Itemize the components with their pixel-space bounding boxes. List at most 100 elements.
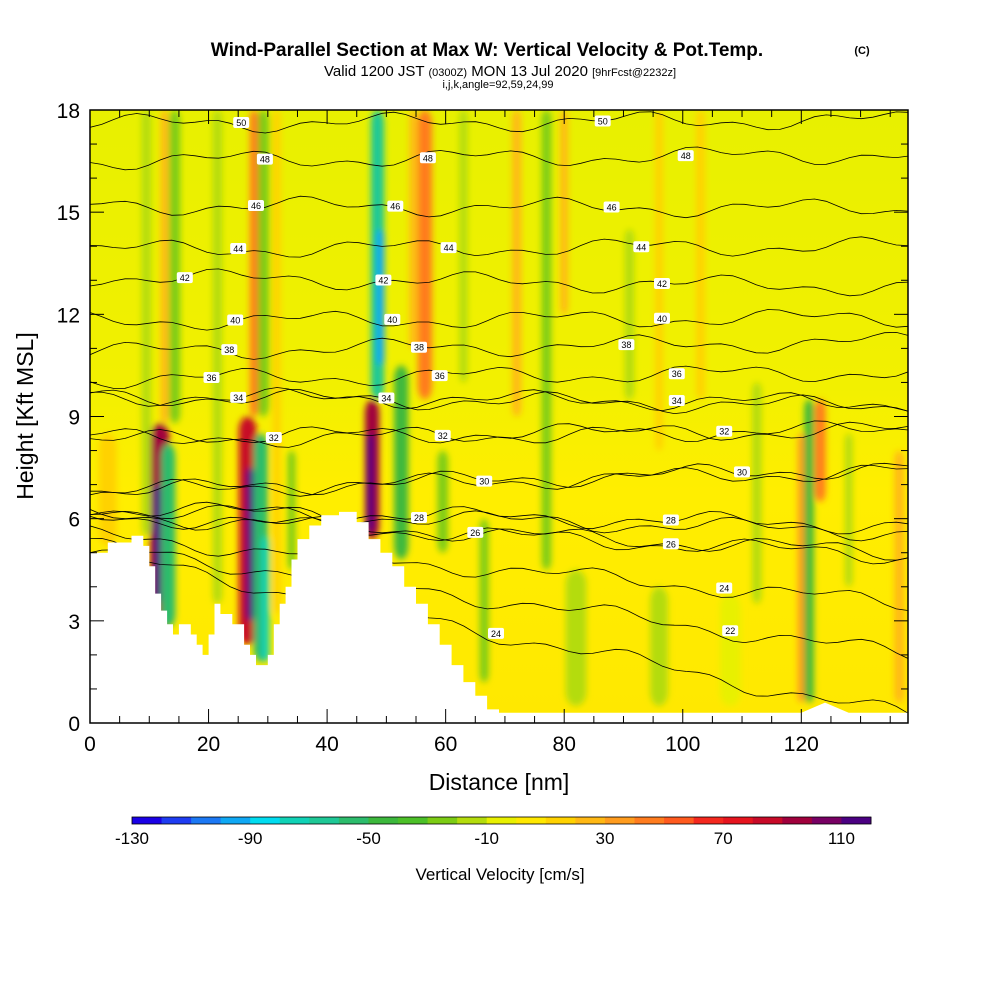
- contour-label-40: 40: [227, 314, 244, 326]
- contour-label-40: 40: [654, 312, 670, 324]
- contour-label-text: 28: [414, 513, 424, 523]
- copyright-mark: (C): [854, 45, 870, 57]
- velocity-cell-24: [479, 518, 489, 683]
- contour-label-text: 38: [621, 340, 631, 350]
- y-tick-label: 18: [57, 100, 80, 123]
- contour-label-30: 30: [734, 466, 750, 478]
- x-tick-label: 60: [434, 733, 457, 756]
- contour-label-text: 26: [666, 539, 676, 549]
- colorbar-swatch: [575, 817, 606, 824]
- terrain: [90, 511, 908, 723]
- x-axis: 0 20 40 60 80 100 120: [84, 110, 891, 756]
- contour-label-46: 46: [603, 201, 620, 213]
- theta-contour-40: [90, 309, 908, 331]
- velocity-cell-21: [409, 110, 417, 349]
- contour-label-text: 48: [423, 153, 433, 163]
- theta-contour-22: [90, 537, 908, 659]
- contour-label-text: 22: [725, 626, 735, 636]
- plot-area: 24 22 24 26 26 28 28 30 30 32 32 32 34 34 34 36 36 36 38 38…: [90, 110, 908, 723]
- contour-label-30: 30: [476, 475, 493, 487]
- valid-time-prefix: Valid 1200 JST: [324, 63, 424, 80]
- theta-contour-34: [90, 387, 908, 412]
- contour-label-text: 28: [666, 516, 676, 526]
- colorbar-swatch: [191, 817, 222, 824]
- velocity-cell-37: [565, 569, 587, 706]
- colorbar-swatch: [693, 817, 724, 824]
- colorbar-swatch: [811, 817, 842, 824]
- contour-label-text: 40: [657, 314, 667, 324]
- colorbar-tick-label: -10: [474, 829, 499, 848]
- velocity-cell-23: [459, 110, 468, 383]
- velocity-cell-30: [696, 110, 705, 400]
- y-tick-label: 0: [68, 713, 80, 736]
- contour-label-36: 36: [431, 370, 448, 382]
- velocity-cell-12: [250, 110, 259, 417]
- contour-label-48: 48: [256, 153, 273, 165]
- contour-label-44: 44: [440, 242, 457, 254]
- theta-contour-42: [90, 268, 908, 297]
- theta-contour-50: [90, 111, 908, 134]
- contour-label-text: 42: [657, 279, 667, 289]
- contour-label-text: 42: [378, 276, 388, 286]
- colorbar-tick-labels: -130 -90 -50 -10 30 70 110: [115, 829, 855, 848]
- contour-label-text: 50: [236, 118, 246, 128]
- contour-label-42: 42: [176, 272, 193, 284]
- theta-contour-26: [90, 515, 908, 565]
- y-tick-label: 9: [68, 407, 80, 430]
- contour-label-38: 38: [221, 344, 238, 356]
- velocity-cell-19: [394, 365, 409, 560]
- contour-label-text: 40: [387, 315, 397, 325]
- colorbar-swatch: [398, 817, 428, 824]
- theta-contour-28: [90, 501, 908, 535]
- contour-label-26: 26: [467, 526, 484, 538]
- colorbar-swatch: [279, 817, 310, 824]
- contour-label-text: 36: [435, 371, 445, 381]
- y-axis-label: Height [Kft MSL]: [12, 332, 38, 499]
- contour-label-text: 24: [491, 629, 501, 639]
- contour-label-text: 34: [233, 393, 243, 403]
- contour-label-text: 44: [233, 244, 243, 254]
- contour-label-24: 24: [716, 582, 733, 594]
- contour-label-22: 22: [722, 625, 739, 637]
- contour-label-38: 38: [618, 339, 635, 351]
- theta-contour-30: [90, 464, 908, 497]
- velocity-cell-2: [161, 443, 176, 628]
- contour-label-text: 34: [381, 394, 391, 404]
- contour-label-text: 48: [681, 151, 691, 161]
- contour-label-text: 32: [438, 431, 448, 441]
- contour-label-text: 34: [672, 396, 682, 406]
- contour-label-text: 30: [479, 477, 489, 487]
- colorbar-tick-label: 110: [828, 829, 855, 848]
- contour-label-42: 42: [654, 278, 670, 289]
- contour-label-26: 26: [662, 538, 679, 550]
- theta-contour-24: [90, 549, 908, 714]
- colorbar-tick-label: -130: [115, 829, 149, 848]
- theta-contour-48: [90, 146, 908, 171]
- contour-label-text: 32: [719, 427, 729, 437]
- velocity-cell-22: [437, 450, 449, 553]
- velocity-cell-8: [246, 467, 254, 621]
- colorbar-swatch: [368, 817, 399, 824]
- theta-contour-36: [90, 365, 908, 389]
- velocity-cell-39: [719, 593, 741, 706]
- theta-contour-32: [90, 420, 908, 444]
- valid-time-utc: (0300Z): [428, 67, 467, 79]
- velocity-cell-13: [272, 110, 281, 614]
- contour-label-50: 50: [233, 117, 250, 128]
- contour-label-44: 44: [633, 241, 650, 253]
- contour-label-text: 36: [206, 373, 216, 383]
- colorbar-swatch: [841, 817, 872, 824]
- title-block: Wind-Parallel Section at Max W: Vertical…: [211, 40, 870, 91]
- theta-contour-30: [90, 462, 908, 496]
- contour-label-text: 30: [737, 467, 747, 477]
- colorbar-swatch: [250, 817, 281, 824]
- contour-label-46: 46: [248, 200, 264, 211]
- colorbar-tick-label: -50: [356, 829, 381, 848]
- colorbar-swatch: [723, 817, 754, 824]
- contour-label-text: 46: [390, 202, 400, 212]
- colorbar-swatch: [427, 817, 458, 824]
- contour-label-text: 44: [444, 243, 454, 253]
- contour-label-32: 32: [265, 432, 282, 443]
- colorbar-label: Vertical Velocity [cm/s]: [415, 865, 584, 884]
